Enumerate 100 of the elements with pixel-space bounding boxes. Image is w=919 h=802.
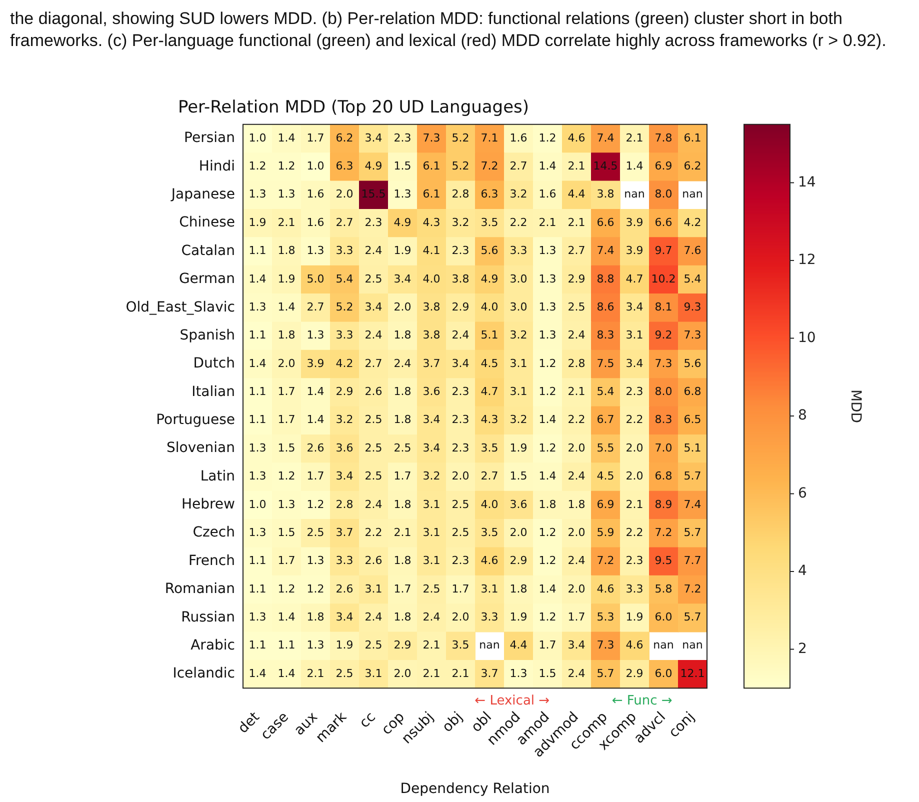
data-label: 3.4 [336, 470, 354, 483]
data-label: 6.6 [596, 216, 614, 229]
data-label: 14.5 [593, 160, 618, 173]
data-label: 1.3 [538, 328, 556, 342]
data-label: 5.2 [452, 131, 470, 144]
data-label: 4.6 [626, 638, 644, 652]
data-label: 1.5 [510, 470, 528, 483]
data-label: 2.6 [306, 441, 324, 454]
data-label: 2.9 [568, 272, 586, 286]
x-tick-label: cc [356, 709, 379, 732]
data-label: 1.0 [248, 131, 266, 144]
data-label: 2.1 [568, 385, 586, 398]
data-label: 2.1 [568, 216, 586, 229]
data-label: 2.3 [452, 385, 470, 398]
data-label: 1.7 [568, 610, 586, 624]
data-label: 1.7 [538, 638, 556, 652]
y-tick-label: Hindi [198, 158, 235, 174]
data-label: 1.8 [510, 582, 528, 596]
y-tick-label: Spanish [180, 327, 235, 344]
data-label: 2.9 [510, 554, 528, 568]
data-label: 2.4 [364, 328, 382, 342]
y-tick-label: Icelandic [172, 666, 235, 682]
data-label: 6.2 [336, 131, 354, 144]
data-label: 2.5 [568, 300, 586, 314]
data-label: 1.8 [394, 328, 412, 342]
data-label: 1.4 [278, 666, 296, 680]
data-label: 7.1 [480, 131, 498, 144]
data-label: 4.1 [422, 244, 440, 258]
data-label: 8.3 [596, 328, 614, 342]
data-label: 2.4 [364, 610, 382, 624]
data-label: 1.2 [278, 582, 296, 596]
data-label: 4.2 [336, 356, 354, 370]
data-label: 2.3 [452, 413, 470, 426]
data-label: 2.0 [452, 470, 470, 483]
data-label: 3.2 [510, 328, 528, 342]
data-label: 2.3 [452, 244, 470, 258]
data-label: 3.5 [480, 526, 498, 539]
data-label: 6.1 [422, 160, 440, 173]
data-label: 1.9 [394, 244, 412, 258]
data-label: 15.5 [361, 188, 386, 201]
data-label: 6.3 [480, 188, 498, 201]
data-label: 1.4 [306, 413, 324, 426]
data-label: 5.4 [684, 272, 702, 286]
data-label: 1.2 [278, 160, 296, 173]
data-label: 3.8 [596, 188, 614, 201]
data-label: 4.9 [394, 216, 412, 229]
data-label: 1.4 [538, 582, 556, 596]
data-label: 3.8 [422, 328, 440, 342]
data-label: 1.3 [278, 188, 296, 201]
data-label: 2.0 [394, 666, 412, 680]
data-label: 3.3 [480, 610, 498, 624]
data-label: 2.5 [336, 666, 354, 680]
data-label: 1.2 [538, 131, 556, 144]
data-label: 1.4 [306, 385, 324, 398]
data-label: 1.4 [248, 272, 266, 286]
data-label: 2.8 [336, 498, 354, 511]
data-label: 3.4 [626, 356, 644, 370]
data-label: 7.2 [684, 582, 702, 596]
data-label: 3.1 [364, 666, 382, 680]
data-label: 1.8 [394, 554, 412, 568]
data-label: 6.1 [684, 131, 702, 144]
data-label: 4.6 [480, 554, 498, 568]
data-label: 3.1 [510, 356, 528, 370]
data-label: 3.4 [452, 356, 470, 370]
data-label: 2.5 [306, 526, 324, 539]
data-label: 3.4 [422, 441, 440, 454]
data-label: 3.1 [480, 582, 498, 596]
data-label: 2.1 [422, 666, 440, 680]
data-label: 2.5 [452, 498, 470, 511]
data-label: 2.0 [568, 441, 586, 454]
data-label: 2.8 [568, 356, 586, 370]
data-label: 1.5 [278, 526, 296, 539]
data-label: 6.8 [684, 385, 702, 398]
data-label: 2.1 [568, 160, 586, 173]
data-label: 5.2 [452, 160, 470, 173]
data-label: 3.3 [626, 582, 644, 596]
data-label: 1.2 [248, 160, 266, 173]
data-label: 1.2 [538, 526, 556, 539]
color-bar-label: 10 [798, 330, 816, 346]
data-label: 4.3 [480, 413, 498, 426]
color-bar-label: 12 [798, 252, 816, 268]
data-label: 1.2 [306, 582, 324, 596]
data-label: 1.4 [278, 300, 296, 314]
data-label: 2.3 [626, 554, 644, 568]
data-label: 2.4 [394, 356, 412, 370]
data-label: 3.4 [422, 413, 440, 426]
data-label: 3.6 [510, 498, 528, 511]
data-label: 2.1 [538, 216, 556, 229]
data-label: 2.5 [364, 638, 382, 652]
x-axis-title: Dependency Relation [400, 781, 550, 798]
y-tick-label: German [178, 271, 235, 288]
data-label: 2.7 [306, 300, 324, 314]
data-label: 1.1 [248, 385, 266, 398]
data-label: 3.3 [336, 244, 354, 258]
data-label: 2.6 [336, 582, 354, 596]
data-label: 6.7 [596, 413, 614, 426]
data-label: 2.0 [278, 356, 296, 370]
data-label: 3.4 [364, 300, 382, 314]
color-bar-label: 2 [798, 640, 807, 657]
data-label: 5.3 [596, 610, 614, 624]
